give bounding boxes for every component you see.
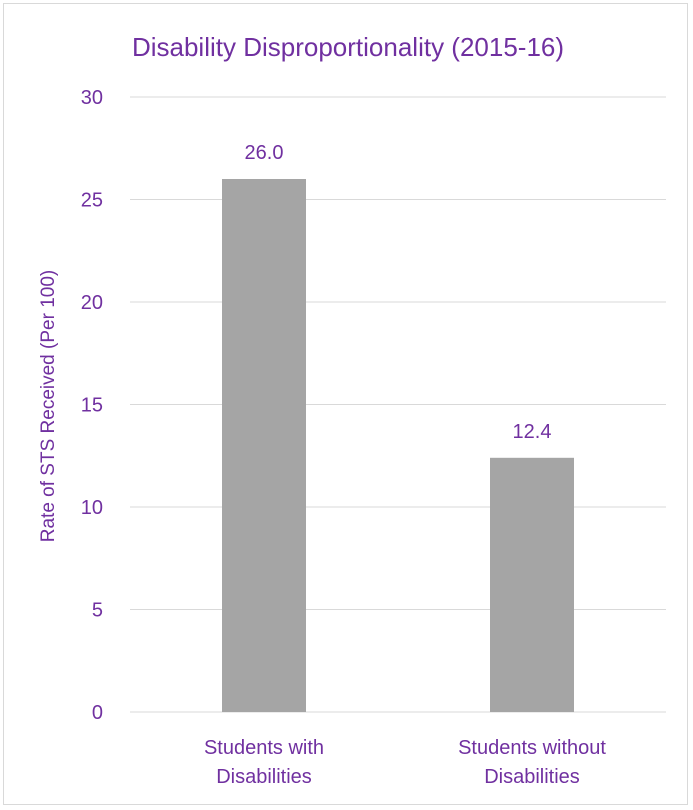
bar-1 — [222, 179, 306, 712]
y-tick-label-10: 10 — [81, 497, 103, 519]
chart-title: Disability Disproportionality (2015-16) — [132, 32, 564, 62]
bar-2 — [490, 457, 574, 712]
y-tick-label-30: 30 — [81, 87, 103, 109]
category-label-1: Students with Disabilities — [204, 737, 324, 788]
y-tick-label-25: 25 — [81, 190, 103, 212]
category-label-line: Disabilities — [216, 766, 312, 788]
y-axis-title: Rate of STS Received (Per 100) — [38, 270, 59, 542]
y-tick-label-20: 20 — [81, 292, 103, 314]
y-axis-ticks: 0 5 10 15 20 25 30 — [81, 87, 103, 724]
y-tick-label-5: 5 — [92, 600, 103, 622]
data-label-2: 12.4 — [513, 421, 552, 443]
data-labels: 26.0 12.4 — [245, 142, 552, 443]
y-tick-label-0: 0 — [92, 702, 103, 724]
category-label-2: Students without Disabilities — [458, 737, 606, 788]
category-label-line: Students with — [204, 737, 324, 759]
data-label-1: 26.0 — [245, 142, 284, 164]
gridlines — [130, 96, 666, 713]
bars — [222, 179, 574, 712]
category-label-line: Students without — [458, 737, 606, 759]
y-tick-label-15: 15 — [81, 395, 103, 417]
category-label-line: Disabilities — [484, 766, 580, 788]
